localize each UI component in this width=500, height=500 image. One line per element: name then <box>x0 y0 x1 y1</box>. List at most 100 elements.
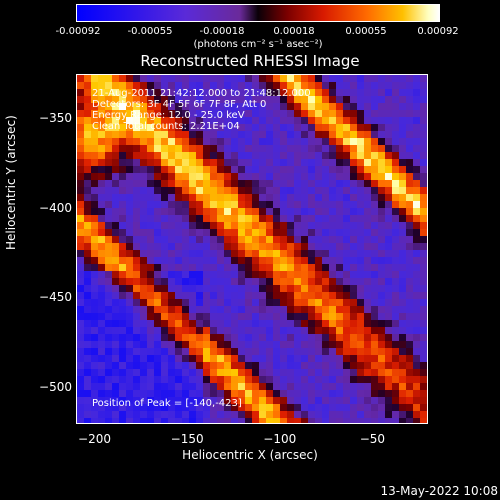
heatmap-cell <box>406 362 413 369</box>
heatmap-cell <box>231 152 238 159</box>
heatmap-cell <box>112 404 119 411</box>
heatmap-cell <box>266 404 273 411</box>
heatmap-cell <box>140 117 147 124</box>
heatmap-cell <box>77 117 84 124</box>
heatmap-cell <box>189 299 196 306</box>
heatmap-cell <box>217 250 224 257</box>
heatmap-cell <box>238 96 245 103</box>
heatmap-cell <box>119 418 126 425</box>
heatmap-cell <box>126 201 133 208</box>
heatmap-cell <box>259 222 266 229</box>
heatmap-cell <box>154 411 161 418</box>
heatmap-cell <box>112 159 119 166</box>
heatmap-cell <box>385 131 392 138</box>
heatmap-cell <box>315 411 322 418</box>
heatmap-cell <box>273 187 280 194</box>
heatmap-cell <box>210 404 217 411</box>
heatmap-cell <box>105 397 112 404</box>
heatmap-cell <box>140 152 147 159</box>
heatmap-cell <box>126 215 133 222</box>
heatmap-cell <box>161 187 168 194</box>
heatmap-cell <box>98 201 105 208</box>
heatmap-cell <box>182 75 189 82</box>
heatmap-cell <box>294 250 301 257</box>
heatmap-cell <box>266 390 273 397</box>
heatmap-cell <box>357 187 364 194</box>
heatmap-cell <box>336 117 343 124</box>
heatmap-cell <box>280 376 287 383</box>
heatmap-cell <box>119 390 126 397</box>
heatmap-cell <box>301 124 308 131</box>
heatmap-cell <box>399 117 406 124</box>
colorbar-tick: 0.00018 <box>273 26 315 37</box>
heatmap-cell <box>420 222 427 229</box>
heatmap-cell <box>126 75 133 82</box>
heatmap-cell <box>273 299 280 306</box>
heatmap-cell <box>231 376 238 383</box>
heatmap-cell <box>385 236 392 243</box>
heatmap-cell <box>392 194 399 201</box>
heatmap-cell <box>182 411 189 418</box>
heatmap-cell <box>126 145 133 152</box>
heatmap-cell <box>217 390 224 397</box>
x-tick-label: −50 <box>359 432 386 446</box>
heatmap-cell <box>413 222 420 229</box>
heatmap-cell <box>259 75 266 82</box>
heatmap-cell <box>287 313 294 320</box>
heatmap-cell <box>175 187 182 194</box>
heatmap-cell <box>168 117 175 124</box>
heatmap-cell <box>350 376 357 383</box>
heatmap-cell <box>343 215 350 222</box>
heatmap-cell <box>119 187 126 194</box>
heatmap-cell <box>147 250 154 257</box>
heatmap-cell <box>84 103 91 110</box>
heatmap-cell <box>343 75 350 82</box>
heatmap-image <box>77 75 427 425</box>
heatmap-cell <box>126 138 133 145</box>
heatmap-cell <box>217 236 224 243</box>
energy-range-label: Energy Range: 12.0 - 25.0 keV <box>92 110 245 121</box>
heatmap-cell <box>420 145 427 152</box>
heatmap-cell <box>224 313 231 320</box>
heatmap-cell <box>154 390 161 397</box>
heatmap-cell <box>98 390 105 397</box>
heatmap-cell <box>133 390 140 397</box>
heatmap-cell <box>196 82 203 89</box>
heatmap-cell <box>301 278 308 285</box>
heatmap-cell <box>105 285 112 292</box>
heatmap-cell <box>357 159 364 166</box>
heatmap-cell <box>84 257 91 264</box>
heatmap-cell <box>406 243 413 250</box>
heatmap-cell <box>161 201 168 208</box>
heatmap-cell <box>350 236 357 243</box>
heatmap-cell <box>308 383 315 390</box>
heatmap-cell <box>364 390 371 397</box>
heatmap-cell <box>322 334 329 341</box>
heatmap-cell <box>168 404 175 411</box>
heatmap-cell <box>336 264 343 271</box>
heatmap-cell <box>210 152 217 159</box>
heatmap-cell <box>161 278 168 285</box>
heatmap-cell <box>147 257 154 264</box>
heatmap-cell <box>133 180 140 187</box>
heatmap-cell <box>189 383 196 390</box>
heatmap-cell <box>315 397 322 404</box>
heatmap-cell <box>280 194 287 201</box>
heatmap-cell <box>147 313 154 320</box>
heatmap-cell <box>371 124 378 131</box>
heatmap-cell <box>203 411 210 418</box>
heatmap-cell <box>231 236 238 243</box>
heatmap-cell <box>308 369 315 376</box>
heatmap-cell <box>210 82 217 89</box>
heatmap-cell <box>322 110 329 117</box>
heatmap-cell <box>350 334 357 341</box>
heatmap-cell <box>301 369 308 376</box>
heatmap-cell <box>294 278 301 285</box>
heatmap-cell <box>196 243 203 250</box>
heatmap-cell <box>301 327 308 334</box>
heatmap-cell <box>154 82 161 89</box>
heatmap-cell <box>406 404 413 411</box>
heatmap-cell <box>392 362 399 369</box>
heatmap-cell <box>147 341 154 348</box>
heatmap-cell <box>266 355 273 362</box>
